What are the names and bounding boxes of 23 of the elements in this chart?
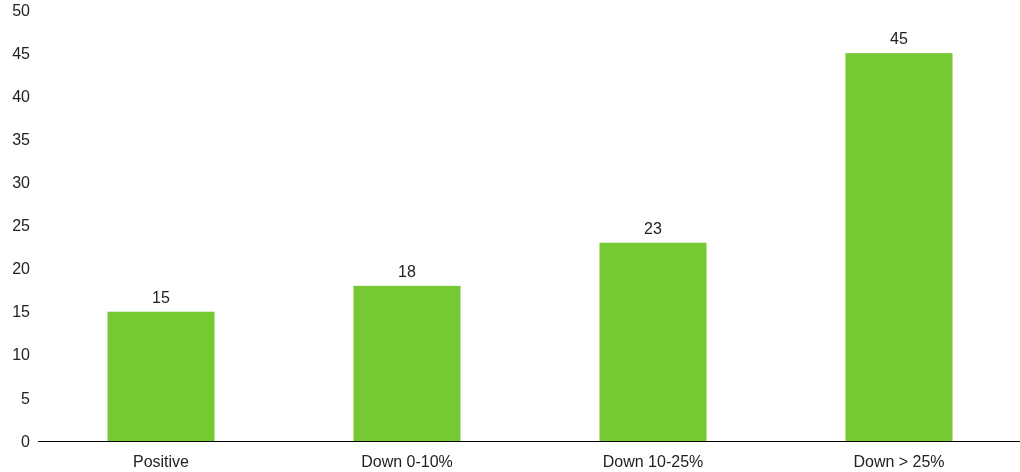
x-tick-label: Positive	[132, 453, 190, 471]
y-tick-label: 40	[12, 87, 31, 105]
data-label: 45	[890, 30, 908, 48]
y-tick-label: 10	[12, 346, 31, 364]
y-tick-label: 20	[12, 260, 31, 278]
y-tick-label: 25	[12, 217, 31, 235]
y-tick-label: 35	[12, 130, 31, 148]
data-label: 18	[398, 262, 416, 280]
y-tick-label: 0	[21, 432, 31, 450]
y-tick-label: 15	[12, 303, 31, 321]
y-tick-label: 30	[12, 174, 31, 192]
bar	[107, 311, 215, 441]
x-tick-label: Down 0-10%	[361, 453, 453, 471]
bar	[845, 53, 953, 441]
data-label: 23	[644, 219, 662, 237]
y-tick-label: 50	[12, 1, 31, 19]
x-tick-label: Down > 25%	[853, 453, 945, 471]
bar	[599, 242, 707, 441]
bar	[353, 285, 461, 441]
y-tick-label: 5	[21, 389, 31, 407]
y-tick-label: 45	[12, 44, 31, 62]
x-tick-label: Down 10-25%	[602, 453, 704, 471]
data-label: 15	[152, 288, 170, 306]
